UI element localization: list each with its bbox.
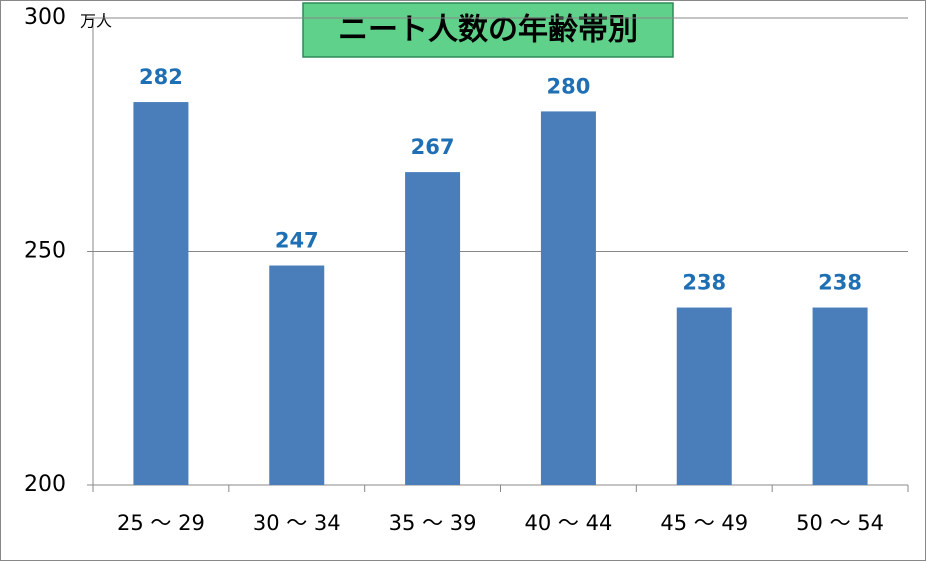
x-tick-label: 45 ～ 49 xyxy=(660,511,748,535)
x-tick-label: 30 ～ 34 xyxy=(253,511,341,535)
y-tick-label: 300 xyxy=(24,5,66,30)
bar xyxy=(540,111,596,486)
bar xyxy=(812,307,868,485)
x-tick-label: 35 ～ 39 xyxy=(389,511,477,535)
value-label: 238 xyxy=(682,271,726,295)
x-tick-label: 40 ～ 44 xyxy=(525,511,613,535)
x-tick-label: 25 ～ 29 xyxy=(117,511,205,535)
bar xyxy=(405,172,461,486)
x-tick-label: 50 ～ 54 xyxy=(796,511,884,535)
bar xyxy=(676,307,732,485)
y-axis-unit: 万人 xyxy=(80,12,112,31)
y-tick-label: 200 xyxy=(24,472,66,497)
value-label: 238 xyxy=(818,271,862,295)
bar xyxy=(269,265,325,485)
value-label: 280 xyxy=(546,74,590,98)
title-box xyxy=(302,2,674,58)
y-tick-label: 250 xyxy=(24,239,66,264)
value-label: 247 xyxy=(275,229,319,253)
value-label: 282 xyxy=(139,65,183,89)
bar xyxy=(133,102,189,485)
value-label: 267 xyxy=(411,135,455,159)
